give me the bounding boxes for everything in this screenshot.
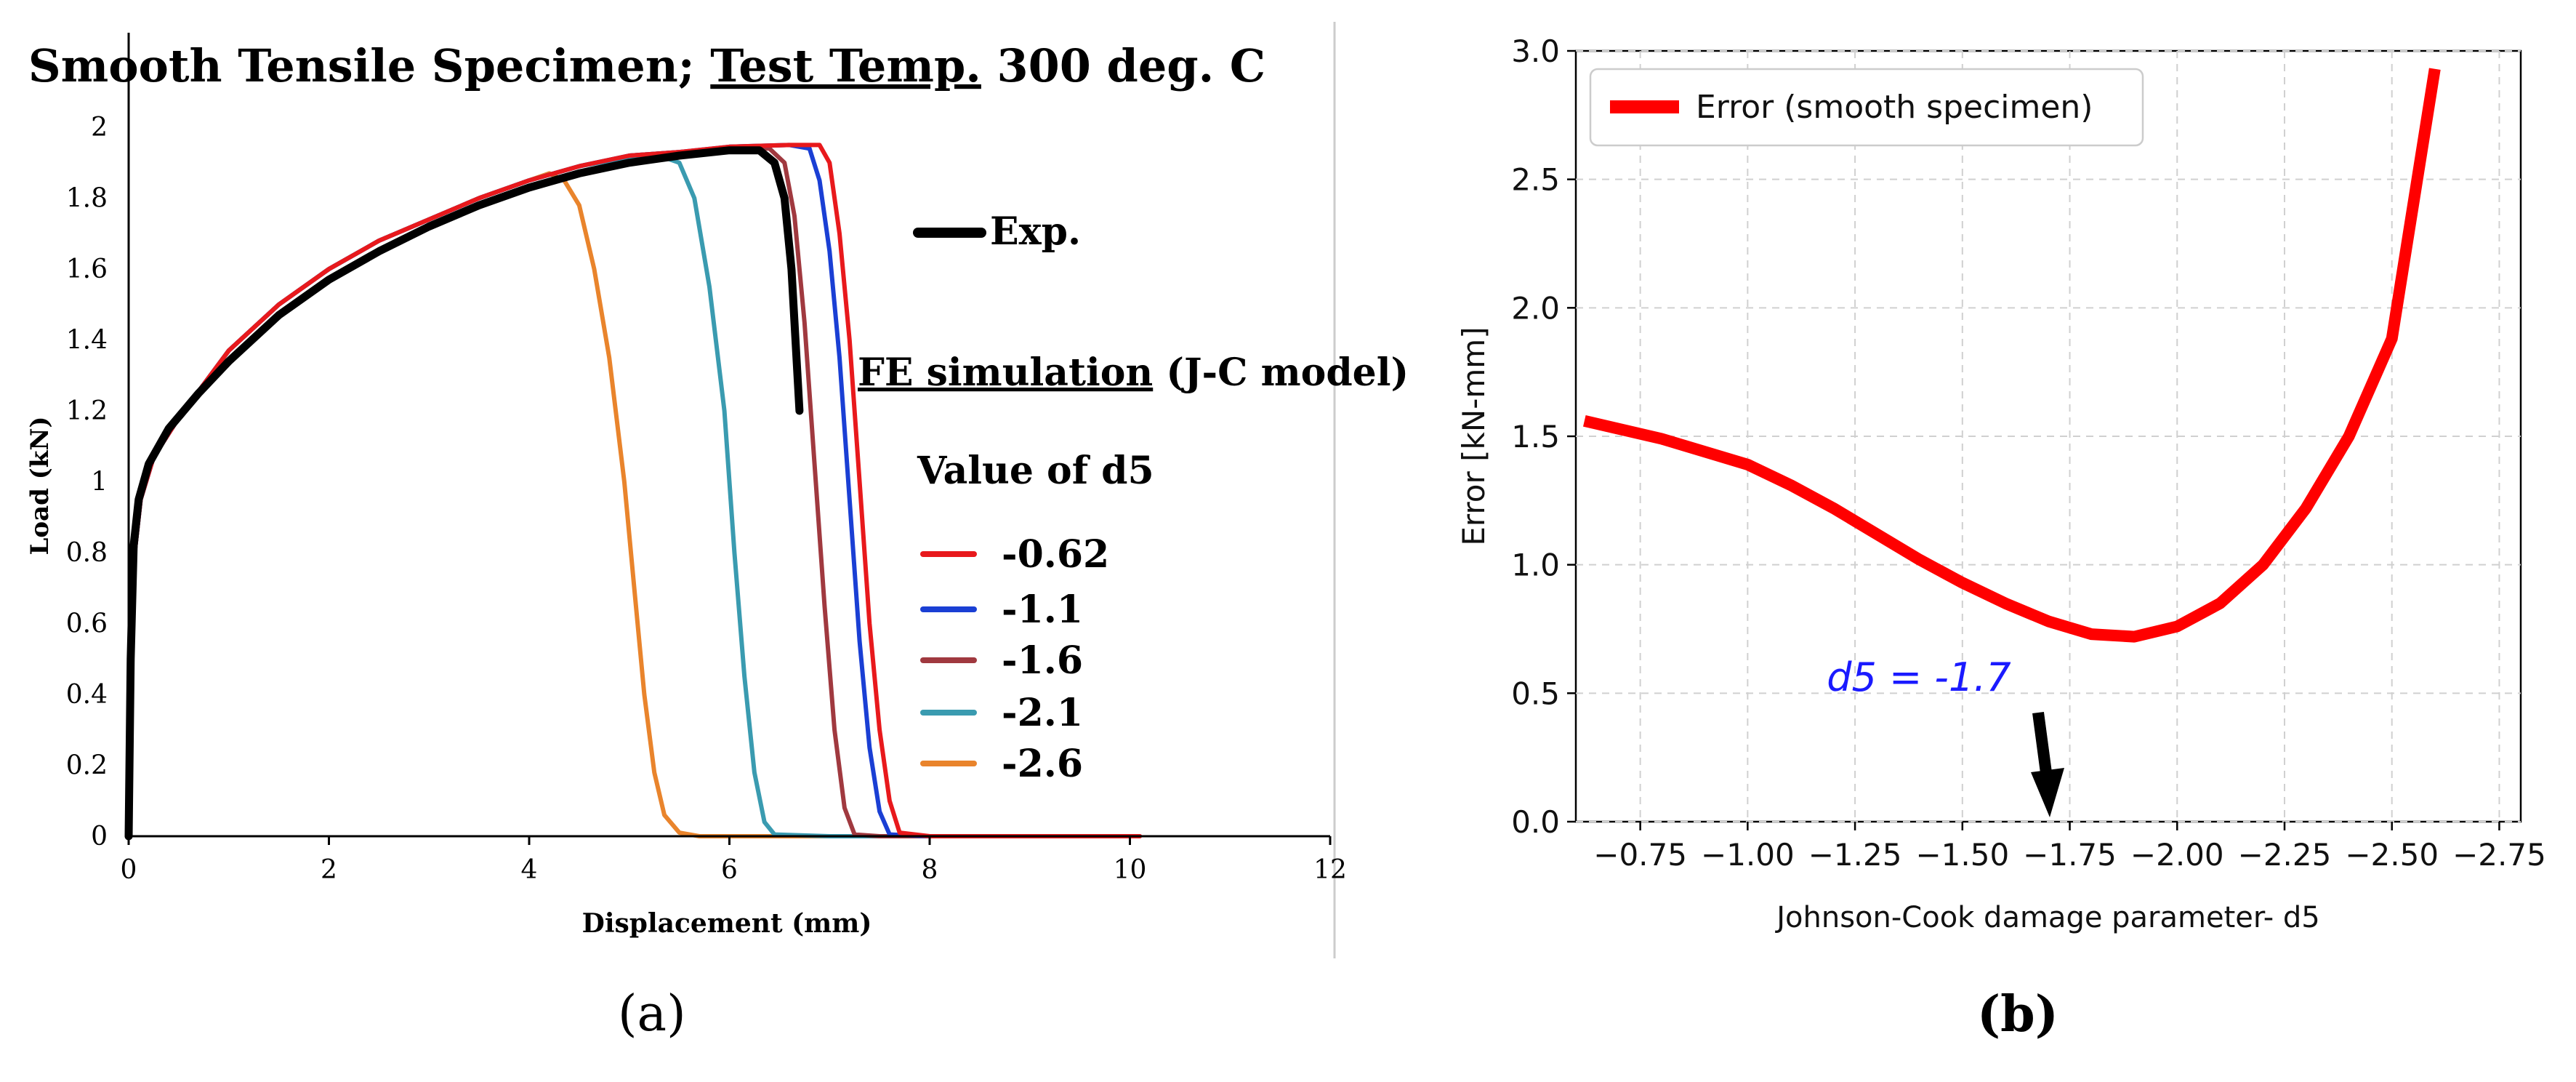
panel-a-y-tick-label: 1.6	[66, 255, 108, 284]
panel-b-y-tick-label: 0.0	[1511, 804, 1560, 840]
legend-label-d5-1.6: -1.6	[1002, 638, 1083, 683]
panel-a-x-tick-label: 12	[1313, 855, 1347, 885]
panel-a-x-tick-label: 4	[521, 855, 538, 885]
panel-a-y-tick-label: 0	[91, 822, 108, 851]
panel-b-y-tick-label: 1.5	[1511, 419, 1560, 454]
panel-b-x-ticks: −0.75 −1.00 −1.25 −1.50 −1.75 −2.00 −2.25 −2.50…	[1593, 822, 2546, 873]
panel-a-y-tick-label: 1.8	[66, 184, 108, 214]
panel-a-y-tick-label: 0.4	[66, 680, 108, 710]
panel-b-arrow-head	[2031, 768, 2064, 817]
caption-b: (b)	[1977, 985, 2058, 1043]
panel-a-load-displacement-chart: Smooth Tensile Specimen; Test Temp. 300 …	[25, 22, 1409, 958]
panel-b-x-tick-label: −1.50	[1915, 837, 2009, 873]
panel-a-x-axis-label: Displacement (mm)	[582, 908, 872, 939]
panel-b-x-tick-label: −1.00	[1701, 837, 1795, 873]
panel-b-legend-label: Error (smooth specimen)	[1696, 89, 2093, 126]
panel-b-y-tick-label: 2.5	[1511, 162, 1560, 198]
panel-b-x-tick-label: −2.75	[2452, 837, 2546, 873]
panel-b-y-tick-label: 2.0	[1511, 290, 1560, 326]
panel-b-annotation-text: d5 = -1.7	[1827, 654, 2011, 700]
legend-label-d5-0.62: -0.62	[1002, 532, 1109, 577]
panel-b-x-tick-label: −2.50	[2345, 837, 2439, 873]
panel-b-series	[1582, 68, 2441, 643]
panel-b-y-tick-label: 1.0	[1511, 548, 1560, 583]
legend-label-d5-1.1: -1.1	[1002, 588, 1083, 632]
legend-label-d5-2.6: -2.6	[1002, 742, 1083, 786]
panel-b-x-tick-label: −0.75	[1593, 837, 1687, 873]
panel-b-error-chart: −0.75 −1.00 −1.25 −1.50 −1.75 −2.00 −2.25 −2.50…	[1456, 33, 2546, 934]
legend-label-d5-2.1: -2.1	[1002, 691, 1083, 735]
caption-a: (a)	[618, 985, 686, 1043]
series-line-exp	[124, 146, 804, 841]
panel-a-x-tick-label: 8	[922, 855, 938, 885]
series-line-d5-2.1	[126, 153, 1132, 838]
panel-a-x-tick-label: 2	[321, 855, 337, 885]
panel-b-y-axis-label: Error [kN-mm]	[1456, 326, 1492, 545]
panel-a-y-tick-label: 0.6	[66, 609, 108, 639]
panel-b-y-tick-label: 3.0	[1511, 33, 1560, 69]
panel-a-y-tick-label: 0.8	[66, 538, 108, 568]
panel-a-legend-entries: -0.62 -1.1 -1.6 -2.1 -2.6	[920, 532, 1109, 786]
series-line-d5-2.6	[126, 171, 1132, 838]
panel-b-x-axis-label: Johnson-Cook damage parameter- d5	[1774, 901, 2320, 934]
panel-b-x-tick-label: −1.25	[1808, 837, 1902, 873]
panel-a-y-tick-label: 1	[91, 468, 108, 497]
panel-a-x-tick-label: 0	[121, 855, 137, 885]
panel-b-legend-box	[1589, 68, 2144, 147]
panel-b-x-tick-label: −1.75	[2023, 837, 2117, 873]
legend-fe-heading: FE simulation (J-C model)	[858, 350, 1409, 395]
panel-b-y-ticks: 0.0 0.5 1.0 1.5 2.0 2.5 3.0	[1511, 33, 1576, 840]
panel-a-x-tick-label: 10	[1114, 855, 1147, 885]
panel-b-x-tick-label: −2.25	[2238, 837, 2332, 873]
panel-b-error-line	[1582, 68, 2441, 643]
panel-a-y-tick-label: 2	[91, 113, 108, 143]
panel-a-y-tick-label: 1.4	[66, 326, 108, 356]
panel-b-arrow-shaft	[2032, 711, 2053, 780]
panel-a-series	[124, 143, 1143, 841]
panel-a-y-tick-label: 0.2	[66, 751, 108, 781]
panel-a-y-tick-label: 1.2	[66, 396, 108, 426]
legend-exp-label: Exp.	[990, 209, 1081, 254]
legend-d5-heading: Value of d5	[917, 449, 1154, 493]
panel-a-y-axis-label: Load (kN)	[25, 416, 55, 555]
panel-a-y-ticks: 0 0.2 0.4 0.6 0.8 1 1.2 1.4 1.6 1.8 2	[66, 113, 108, 851]
panel-b-annotation-arrow	[2031, 711, 2064, 817]
panel-b-y-tick-label: 0.5	[1511, 676, 1560, 711]
panel-a-x-tick-label: 6	[721, 855, 738, 885]
panel-b-x-tick-label: −2.00	[2130, 837, 2224, 873]
panel-a-title: Smooth Tensile Specimen; Test Temp. 300 …	[28, 39, 1265, 92]
panel-a-x-ticks: 0 2 4 6 8 10 12	[121, 836, 1347, 885]
